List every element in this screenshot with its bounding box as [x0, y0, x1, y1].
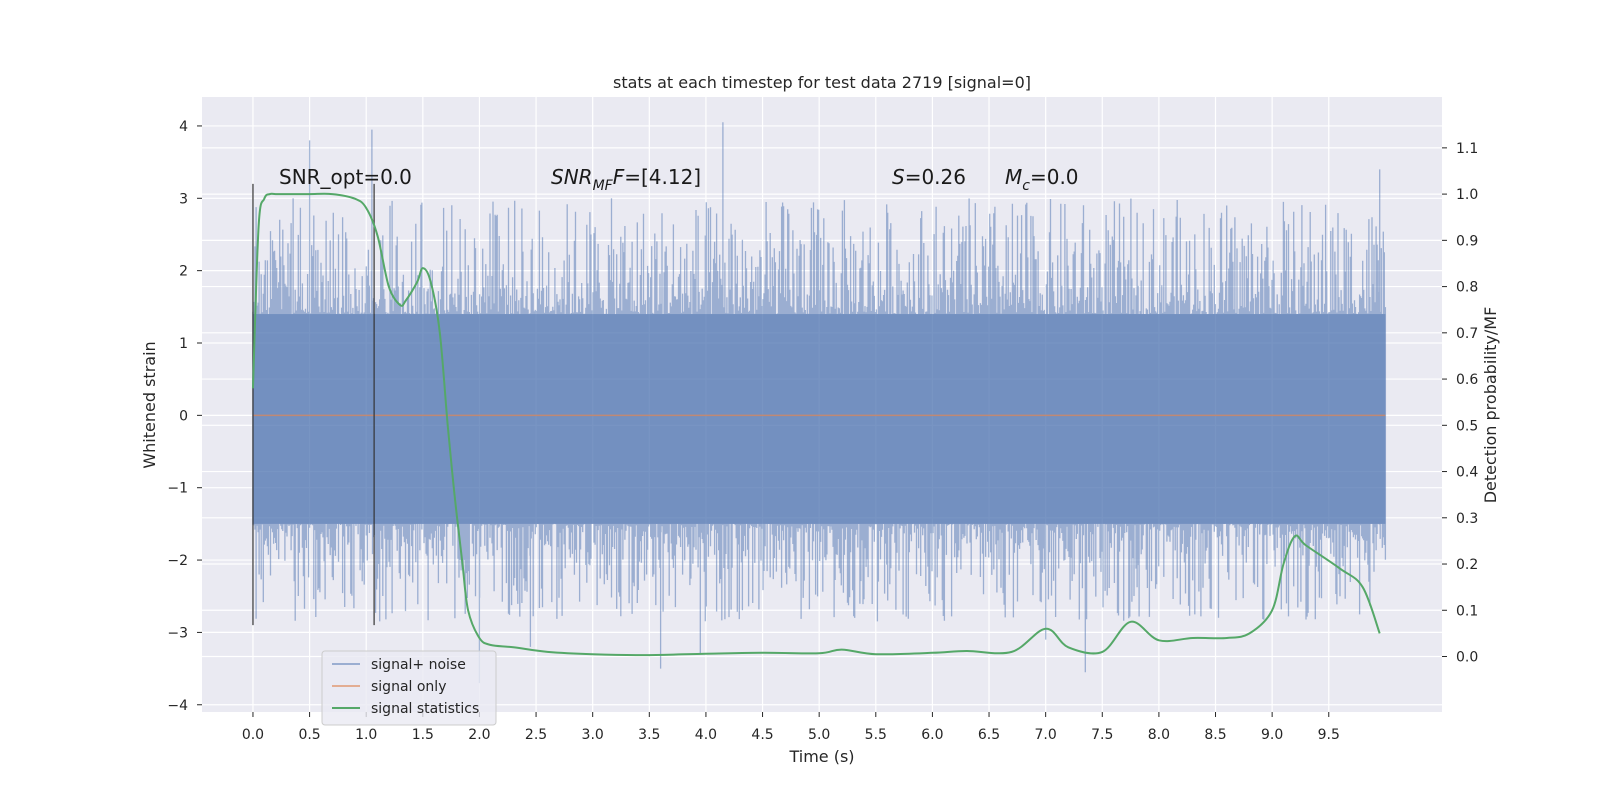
y2-tick-label: 0.5: [1456, 418, 1478, 434]
y2-tick-label: 0.1: [1456, 603, 1478, 619]
y2-tick-label: 0.2: [1456, 557, 1478, 573]
y2-tick-label: 1.0: [1456, 187, 1478, 203]
y-tick-label: −2: [167, 553, 188, 569]
x-tick-label: 2.0: [468, 727, 490, 743]
y-axis-label: Whitened strain: [140, 341, 159, 468]
x-tick-label: 5.5: [865, 727, 887, 743]
x-tick-label: 4.0: [695, 727, 717, 743]
y2-tick-label: 0.3: [1456, 511, 1478, 527]
x-tick-label: 0.0: [242, 727, 264, 743]
y2-tick-label: 0.0: [1456, 650, 1478, 666]
annotations: SNR_opt=0.0 SNRMFF=[4.12] S=0.26 Mc=0.0: [279, 165, 1079, 194]
y-tick-label: −4: [167, 698, 188, 714]
annotation-s: S=0.26: [892, 165, 966, 189]
axis-ticks: 0.0 0.5 1.0 1.5 2.0 2.5 3.0 3.5 4.0 4.5 5.0 5.5 6.0 6…: [167, 119, 1478, 743]
y-tick-label: −3: [167, 625, 188, 641]
signal-statistics-line: [251, 192, 1381, 657]
y2-axis-label: Detection probability/MF: [1481, 307, 1500, 504]
y-tick-label: 3: [179, 191, 188, 207]
x-tick-label: 7.5: [1091, 727, 1113, 743]
series-signal-statistics: [251, 192, 1381, 657]
x-axis-label: Time (s): [788, 747, 854, 766]
x-tick-label: 6.0: [921, 727, 943, 743]
x-tick-label: 9.5: [1318, 727, 1340, 743]
vertical-markers: [252, 183, 375, 626]
x-tick-label: 4.5: [751, 727, 773, 743]
x-tick-label: 1.0: [355, 727, 377, 743]
legend: signal+ noise signal only signal statist…: [321, 650, 497, 726]
x-tick-label: 9.0: [1261, 727, 1283, 743]
y-tick-label: 1: [179, 336, 188, 352]
annotation-mc: Mc=0.0: [1005, 165, 1079, 194]
x-tick-label: 2.5: [525, 727, 547, 743]
annotation-snr-opt: SNR_opt=0.0: [279, 165, 412, 189]
chart-title: stats at each timestep for test data 271…: [613, 73, 1031, 92]
x-tick-label: 8.0: [1148, 727, 1170, 743]
x-tick-label: 5.0: [808, 727, 830, 743]
legend-label-signal-statistics: signal statistics: [371, 701, 479, 717]
y2-tick-label: 0.8: [1456, 280, 1478, 296]
x-tick-label: 1.5: [412, 727, 434, 743]
x-tick-label: 3.0: [582, 727, 604, 743]
y2-tick-label: 0.4: [1456, 465, 1478, 481]
y-tick-label: 4: [179, 119, 188, 135]
x-tick-label: 8.5: [1204, 727, 1226, 743]
legend-label-signal-only: signal only: [371, 679, 446, 695]
x-tick-label: 0.5: [298, 727, 320, 743]
x-tick-label: 6.5: [978, 727, 1000, 743]
x-tick-label: 7.0: [1035, 727, 1057, 743]
y-tick-label: 0: [179, 408, 188, 424]
y2-tick-label: 0.6: [1456, 372, 1478, 388]
legend-label-signal-noise: signal+ noise: [371, 657, 466, 673]
y-tick-label: 2: [179, 264, 188, 280]
x-tick-label: 3.5: [638, 727, 660, 743]
y-tick-label: −1: [167, 481, 188, 497]
annotation-snr-mf: SNRMFF=[4.12]: [551, 165, 701, 194]
y2-tick-label: 0.7: [1456, 326, 1478, 342]
legend-box: [321, 650, 497, 726]
y2-tick-label: 0.9: [1456, 233, 1478, 249]
y2-tick-label: 1.1: [1456, 141, 1478, 157]
